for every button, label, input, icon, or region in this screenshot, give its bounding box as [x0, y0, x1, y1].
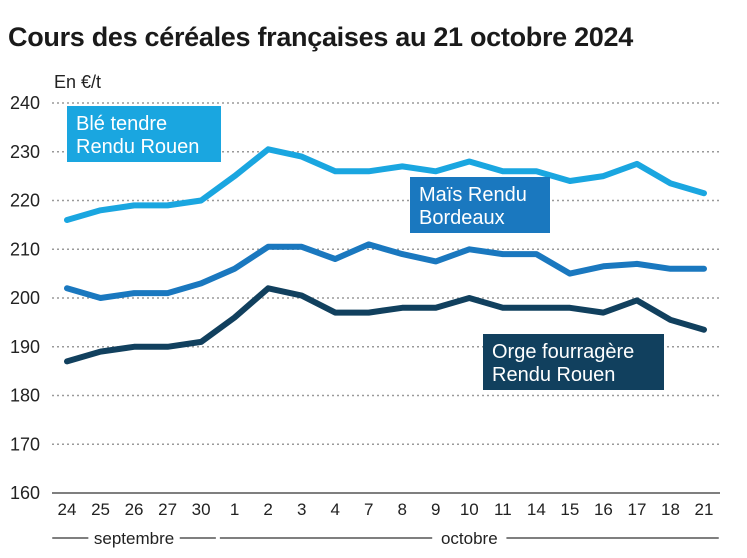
- y-tick-label: 190: [10, 337, 40, 357]
- month-label: septembre: [94, 529, 174, 548]
- x-tick-label: 24: [58, 500, 77, 519]
- x-tick-label: 15: [560, 500, 579, 519]
- y-tick-label: 160: [10, 483, 40, 503]
- x-tick-label: 1: [230, 500, 239, 519]
- x-tick-label: 25: [91, 500, 110, 519]
- y-tick-label: 170: [10, 434, 40, 454]
- y-tick-label: 240: [10, 93, 40, 113]
- x-tick-label: 18: [661, 500, 680, 519]
- unit-label: En €/t: [54, 72, 101, 92]
- y-tick-label: 200: [10, 288, 40, 308]
- y-tick-label: 220: [10, 191, 40, 211]
- x-tick-label: 3: [297, 500, 306, 519]
- y-axis-labels: 160 170 180 190 200 210 220 230 240: [10, 93, 40, 503]
- month-group: septembre: [52, 529, 216, 548]
- chart-title: Cours des céréales françaises au 21 octo…: [8, 22, 633, 52]
- series-line: [64, 146, 707, 223]
- y-tick-label: 180: [10, 386, 40, 406]
- x-tick-label: 8: [398, 500, 407, 519]
- x-tick-label: 30: [192, 500, 211, 519]
- x-tick-label: 9: [431, 500, 440, 519]
- x-tick-label: 11: [494, 500, 512, 519]
- x-tick-label: 4: [330, 500, 339, 519]
- series-label-text: Maïs Rendu: [419, 184, 527, 206]
- month-group: octobre: [219, 529, 719, 548]
- x-tick-label: 16: [594, 500, 613, 519]
- series-label-box: [410, 177, 550, 233]
- x-tick-label: 27: [158, 500, 177, 519]
- y-tick-label: 210: [10, 239, 40, 259]
- series-label-text: Orge fourragère: [492, 341, 634, 363]
- x-tick-label: 17: [627, 500, 646, 519]
- x-tick-label: 14: [527, 500, 546, 519]
- series-line: [64, 241, 707, 301]
- x-tick-label: 2: [263, 500, 272, 519]
- series-label-text: Blé tendre: [76, 113, 167, 135]
- month-label: octobre: [441, 529, 498, 548]
- x-tick-label: 7: [364, 500, 373, 519]
- x-tick-label: 26: [125, 500, 144, 519]
- month-axis: septembre octobre: [52, 529, 719, 548]
- series-label-text: Bordeaux: [419, 207, 505, 229]
- x-tick-label: 10: [460, 500, 479, 519]
- series: [64, 146, 707, 365]
- series-label-text: Rendu Rouen: [76, 136, 199, 158]
- x-axis-labels: 24 25 26 27 30 1 2 3 4 7 8 9 10 11 14 15 16 17 18 21: [58, 500, 714, 519]
- series-label-box: [67, 106, 221, 162]
- series-label-text: Rendu Rouen: [492, 364, 615, 386]
- x-tick-label: 21: [695, 500, 714, 519]
- series-line: [64, 285, 707, 365]
- series-label-box: [483, 334, 664, 390]
- y-tick-label: 230: [10, 142, 40, 162]
